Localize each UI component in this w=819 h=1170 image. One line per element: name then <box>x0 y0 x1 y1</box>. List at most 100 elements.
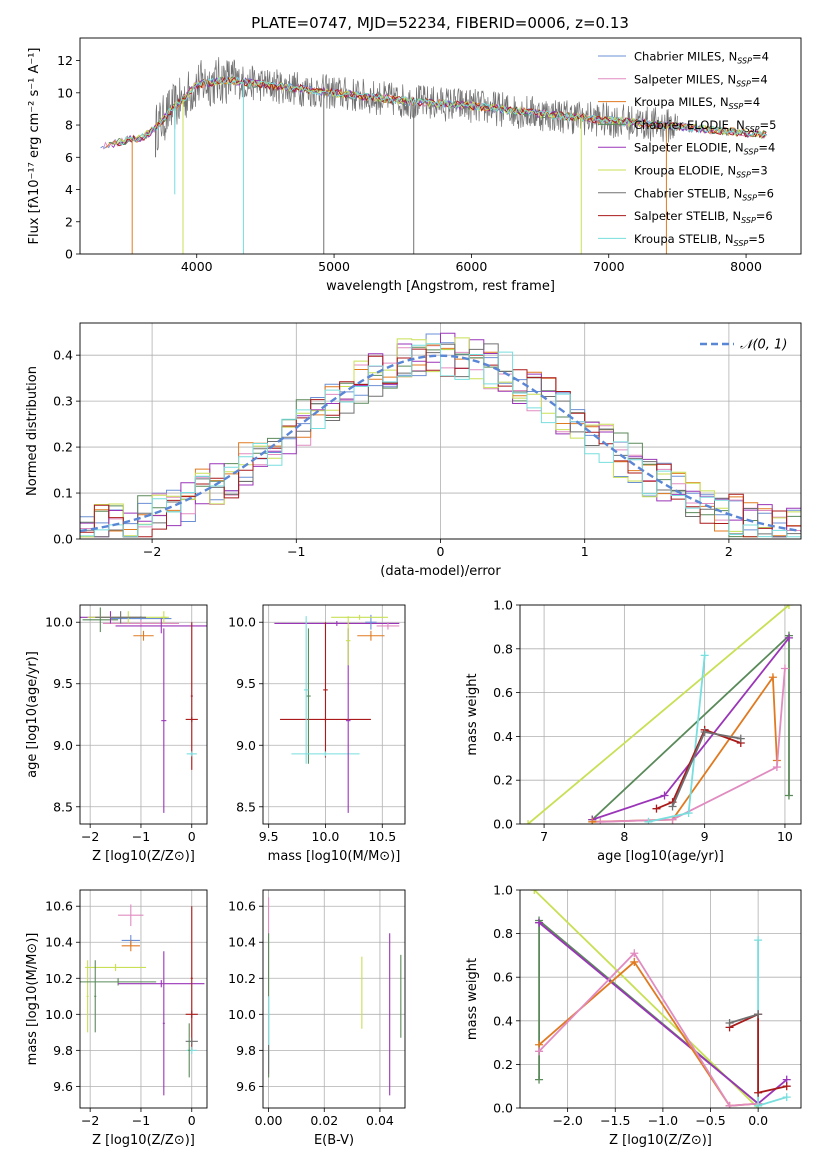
model-spectrum-kroupa_stelib <box>119 76 767 146</box>
y-tick-label: 6 <box>65 150 73 165</box>
y-tick-label: 12 <box>57 53 73 68</box>
x-axis-label: mass [log10(M/M⊙)] <box>268 849 401 864</box>
axes-frame <box>79 604 208 825</box>
weight-marker <box>588 817 597 824</box>
legend-entry-sub: SSP <box>734 239 749 248</box>
figure-title: PLATE=0747, MJD=52234, FIBERID=0006, z=0… <box>251 14 629 32</box>
weight-marker <box>652 804 661 813</box>
error-bar-point <box>190 906 193 1051</box>
x-tick-label: 10 <box>777 829 793 844</box>
x-tick-label: 0.04 <box>366 1113 394 1128</box>
data-spectrum-line <box>155 57 678 151</box>
plot-layer: 4000 5000 6000 7000 8000024681012wavelength … <box>25 37 802 1148</box>
error-bar-point <box>376 622 400 630</box>
error-bar-point <box>186 751 197 757</box>
y-tick-label: 0.0 <box>53 532 73 547</box>
weight-marker <box>644 817 653 824</box>
plot-area <box>80 904 205 1096</box>
axes-frame <box>519 604 802 825</box>
legend-entry-label: Kroupa ELODIE, N <box>634 164 736 178</box>
histogram-kroupa_stelib <box>80 343 801 538</box>
gaussian-curve <box>80 354 801 533</box>
plot-area <box>100 57 767 254</box>
error-bar-point <box>121 940 140 952</box>
error-bar-point <box>95 611 147 624</box>
x-tick-label: 6000 <box>455 259 487 274</box>
weight-series-salpeter_stelib <box>656 728 742 810</box>
error-bar-point <box>80 978 157 986</box>
weight-marker <box>700 651 709 660</box>
weight-marker <box>630 957 639 966</box>
x-tick-label: 9 <box>701 829 709 844</box>
weight-marker <box>782 1082 791 1091</box>
legend-entry: Salpeter ELODIE, NSSP=4 <box>634 141 775 157</box>
x-tick-label: −1 <box>287 544 305 559</box>
legend-entry-sub: SSP <box>744 148 759 157</box>
legend-entry: Chabrier ELODIE, NSSP=5 <box>634 118 776 134</box>
y-tick-label: 10 <box>57 85 73 100</box>
legend-entry-label: Salpeter STELIB, N <box>634 209 741 223</box>
error-bar-point <box>162 951 165 1096</box>
legend-entry-sub: SSP <box>741 216 756 225</box>
weight-series-kroupa_elodie <box>527 605 790 824</box>
legend-entry-label: Chabrier MILES, N <box>634 50 737 64</box>
weight-marker <box>524 820 533 824</box>
y-tick-label: 0.1 <box>53 486 73 501</box>
x-axis-label: Z [log10(Z/Z⊙)] <box>609 1133 712 1148</box>
y-tick-label: 0 <box>65 247 73 262</box>
plot-area <box>274 614 400 813</box>
x-axis-label: (data-model)/error <box>380 564 501 579</box>
legend-entry: Chabrier STELIB, NSSP=6 <box>634 186 774 202</box>
axes-spectrum: 4000 5000 6000 7000 8000 0 2 4 6 8 10 12 wavelength … <box>27 37 802 294</box>
x-tick-label: 8 <box>620 829 628 844</box>
y-tick-label: 0.3 <box>53 394 73 409</box>
weight-marker <box>660 791 669 800</box>
weight-marker <box>772 763 781 772</box>
y-tick-label: 0.4 <box>53 348 73 363</box>
y-tick-label: 10.0 <box>45 615 73 630</box>
error-bar-point <box>323 622 328 758</box>
x-tick-label: −2.0 <box>552 1113 582 1128</box>
y-tick-label: 8.5 <box>236 799 256 814</box>
y-axis-label: mass weight <box>465 673 480 755</box>
axes-weight_vs_age: 7 8 9 10 0.0 0.2 0.4 0.6 0.8 1.0 age [log10(age/yr… <box>465 598 802 864</box>
axes-mass_vs_Z: −2 −1 0 9.6 9.8 10.0 10.2 10.4 10.6 Z [log10(Z/Z⊙… <box>25 889 208 1148</box>
y-tick-label: 9.5 <box>53 676 73 691</box>
y-axis-label: mass [log10(M/M⊙)] <box>25 933 40 1066</box>
y-tick-label: 9.5 <box>236 676 256 691</box>
weight-marker <box>754 936 763 945</box>
y-tick-label: 0.0 <box>493 1101 513 1116</box>
legend-entry-value: =4 <box>758 141 775 155</box>
plot-area <box>80 607 207 813</box>
legend-entry-label: Kroupa MILES, N <box>634 95 729 109</box>
legend-entry-value: =4 <box>751 72 768 86</box>
y-tick-label: 10.2 <box>228 971 256 986</box>
y-tick-label: 9.8 <box>53 1043 73 1058</box>
x-tick-label: 0 <box>437 544 445 559</box>
x-axis-label: Z [log10(Z/Z⊙)] <box>92 1133 195 1148</box>
x-tick-label: 0 <box>188 829 196 844</box>
axes-frame <box>262 889 406 1109</box>
y-tick-label: 1.0 <box>493 883 513 898</box>
y-tick-label: 9.6 <box>236 1079 256 1094</box>
plot-area <box>268 897 402 1096</box>
y-tick-label: 8.5 <box>53 799 73 814</box>
x-tick-label: 7 <box>540 829 548 844</box>
weight-marker <box>780 664 789 673</box>
y-tick-label: 9.8 <box>236 1043 256 1058</box>
y-tick-label: 0.2 <box>53 440 73 455</box>
weight-marker <box>530 890 539 894</box>
x-tick-label: −2 <box>143 544 161 559</box>
y-tick-label: 10.0 <box>228 615 256 630</box>
legend-entry-sub: SSP <box>736 171 751 180</box>
x-axis-label: E(B-V) <box>314 1133 354 1148</box>
y-tick-label: 10.6 <box>228 899 256 914</box>
x-tick-label: −1.0 <box>648 1113 678 1128</box>
weight-marker <box>784 605 793 609</box>
legend-gaussian-label: 𝒩(0, 1) <box>740 338 787 353</box>
error-bar-point <box>115 618 207 634</box>
error-bar-point <box>118 980 205 988</box>
legend-entry-label: Chabrier STELIB, N <box>634 186 742 200</box>
